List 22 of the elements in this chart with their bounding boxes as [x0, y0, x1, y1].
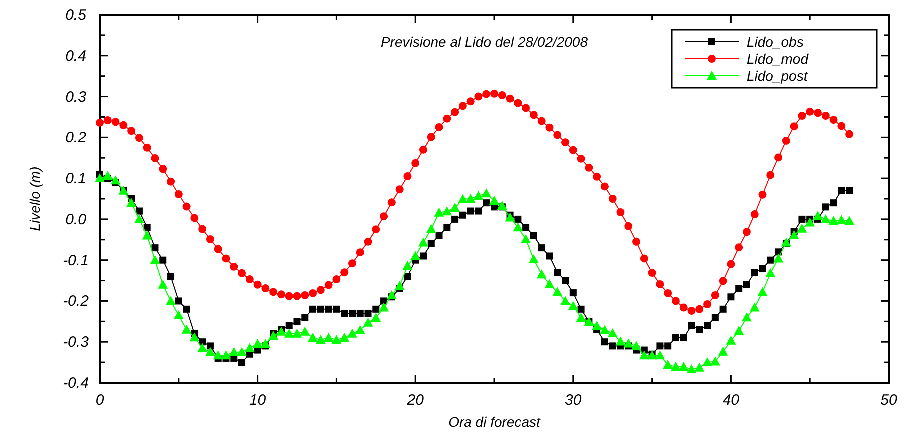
y-tick-label: 0.3 — [66, 88, 88, 106]
y-axis-title: Livello (m) — [27, 166, 43, 232]
y-tick-label: -0.3 — [63, 334, 90, 352]
legend-label: Lido_mod — [747, 51, 810, 67]
x-tick-label: 10 — [249, 392, 267, 409]
y-tick-label: 0.4 — [66, 48, 86, 65]
legend-label: Lido_obs — [747, 34, 804, 50]
x-tick-label: 0 — [96, 392, 105, 409]
legend-label: Lido_post — [747, 68, 809, 84]
y-tick-label: 0.2 — [66, 130, 88, 147]
y-tick-label: 0.0 — [66, 211, 88, 228]
y-tick-label: -0.2 — [63, 293, 90, 310]
text: Previsione al Lido del 28/02/2008 — [380, 34, 588, 50]
y-tick-label: -0.4 — [63, 375, 89, 392]
y-tick-label: 0.5 — [66, 7, 88, 24]
x-tick-label: 20 — [406, 392, 425, 409]
x-tick-label: 40 — [722, 392, 740, 409]
x-tick-label: 30 — [565, 392, 582, 409]
x-tick-label: 50 — [880, 392, 898, 409]
y-tick-label: 0.1 — [66, 170, 86, 188]
x-axis-title: Ora di forecast — [448, 414, 542, 430]
y-tick-label: -0.1 — [63, 252, 89, 270]
